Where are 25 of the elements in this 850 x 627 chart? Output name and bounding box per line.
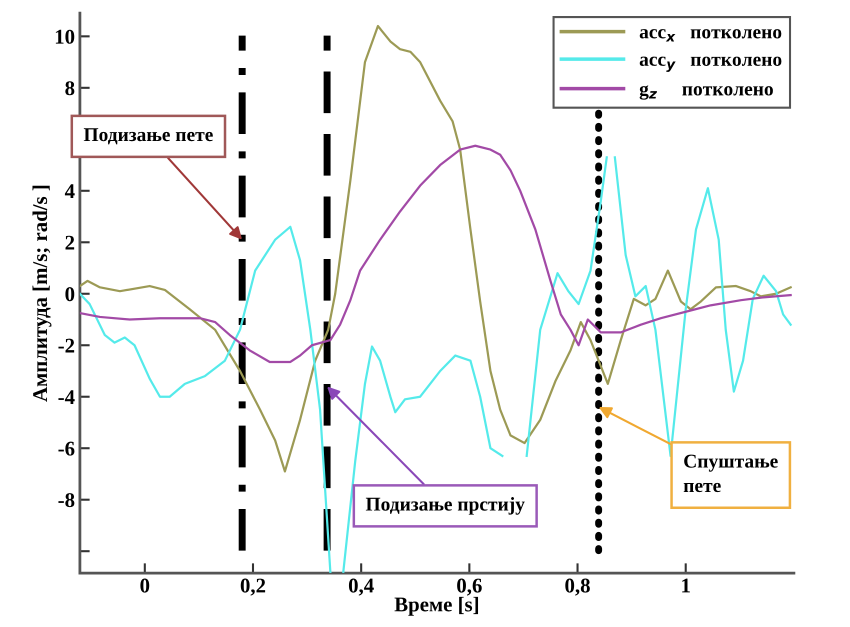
- y-tick-label: 8: [65, 81, 74, 96]
- x-tick-label: 0,2: [240, 578, 266, 596]
- y-axis-title: Амплитуда [m/s; rad/s ]: [32, 186, 52, 402]
- line-series: [80, 144, 792, 364]
- y-tick-label: -6: [58, 442, 74, 456]
- annotation: Подизање пете: [84, 128, 213, 144]
- x-tick-label: 0,4: [348, 578, 374, 596]
- annotation: Подизање прстију: [366, 497, 525, 515]
- y-tick-label: 10: [56, 30, 74, 44]
- y-tick-label: 2: [66, 236, 74, 250]
- y-tick-label: 0: [65, 287, 74, 302]
- y-tick-label: 4: [64, 184, 75, 198]
- x-tick-label: 0: [140, 578, 150, 593]
- y-tick-label: -2: [58, 338, 74, 352]
- y-tick-label: -4: [58, 390, 75, 404]
- annotation: Спуштање пете: [684, 454, 778, 492]
- y-tick-label: -8: [58, 493, 74, 508]
- legend-label: acc$_{y}$ потколено: [640, 56, 782, 72]
- x-axis-title: Време [s]: [394, 596, 478, 616]
- legend-label: acc$_{x}$ потколено: [640, 29, 782, 42]
- text: g$_{z}$ потколено: [640, 85, 773, 100]
- x-tick-label: 0,8: [565, 578, 590, 596]
- line-series: [80, 24, 792, 473]
- x-tick-label: 0,6: [457, 578, 482, 596]
- x-tick-label: 1: [682, 578, 690, 592]
